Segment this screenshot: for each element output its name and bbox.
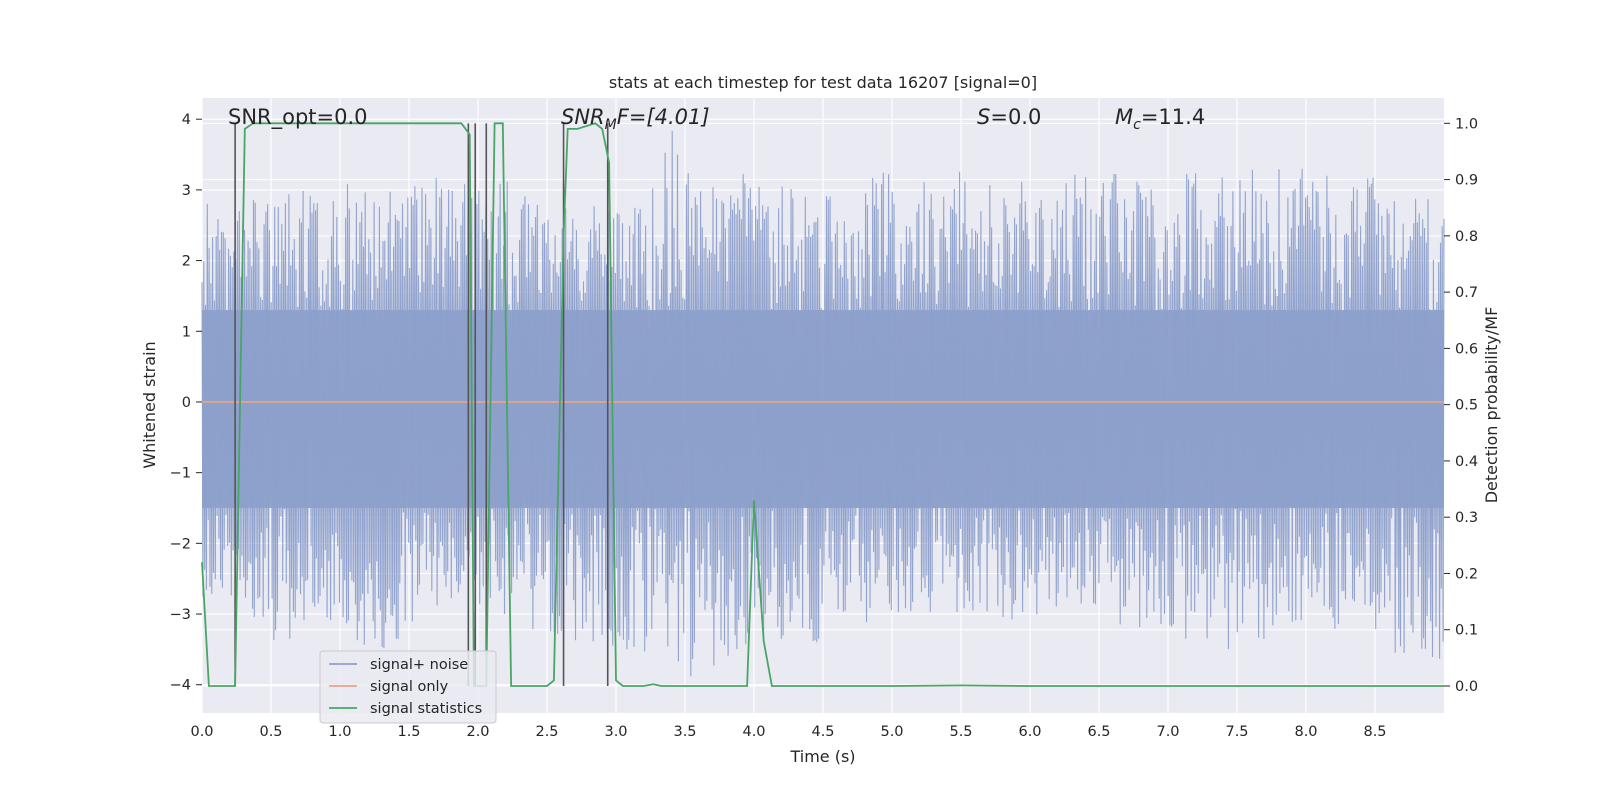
annotation-s-symbol: S [977, 105, 990, 129]
x-tick-label-0: 0.0 [190, 724, 213, 740]
annotation-mc-symbol: M [1115, 105, 1133, 129]
noise-core-band [202, 310, 1444, 508]
y-right-tick-label-2: 0.2 [1455, 566, 1478, 582]
x-tick-label-16: 8.0 [1294, 724, 1317, 740]
y-tick-label-6: 2 [182, 254, 191, 270]
x-tick-label-13: 6.5 [1087, 724, 1110, 740]
x-tick-label-14: 7.0 [1156, 724, 1179, 740]
annotation-snr-mf-value: F=[4.01] [617, 105, 710, 129]
legend-entry-signal-only: signal only [370, 679, 449, 695]
y-tick-label-0: −4 [170, 678, 191, 694]
annotation-snr-opt: SNR_opt=0.0 [228, 105, 368, 130]
annotation-s-value: =0.0 [990, 105, 1041, 129]
x-tick-label-2: 1.0 [328, 724, 351, 740]
x-tick-label-15: 7.5 [1225, 724, 1248, 740]
annotation-s: S=0.0 [977, 105, 1041, 129]
y-axis-ticks: −4 −3 −2 −1 0 1 2 3 4 [170, 112, 202, 694]
y-right-tick-label-10: 1.0 [1455, 116, 1478, 132]
legend-box [319, 650, 497, 724]
y-right-tick-label-3: 0.3 [1455, 510, 1478, 526]
x-tick-label-3: 1.5 [397, 724, 420, 740]
x-tick-label-5: 2.5 [535, 724, 558, 740]
x-tick-label-1: 0.5 [259, 724, 282, 740]
x-tick-label-10: 5.0 [880, 724, 903, 740]
annotation-snr-mf-subscript: M [605, 117, 617, 133]
annotation-snr-mf-symbol: SNR [561, 105, 605, 129]
y-right-tick-label-9: 0.9 [1455, 173, 1478, 189]
annotation-mc-subscript: c [1133, 117, 1141, 133]
y-right-tick-label-7: 0.7 [1455, 285, 1478, 301]
y-tick-label-5: 1 [182, 324, 191, 340]
y-right-tick-label-8: 0.8 [1455, 229, 1478, 245]
y-axis-right-ticks: 0.0 0.1 0.2 0.3 0.4 0.5 0.6 0.7 0.8 0.9 1.0 [1444, 116, 1478, 695]
legend-entry-statistics: signal statistics [370, 701, 482, 717]
x-axis-label: Time (s) [789, 747, 855, 766]
legend-entry-noise: signal+ noise [370, 657, 468, 673]
y-tick-label-7: 3 [182, 183, 191, 199]
annotation-snr-mf: SNRMF=[4.01] [561, 105, 710, 133]
x-tick-label-17: 8.5 [1363, 724, 1386, 740]
y-right-tick-label-0: 0.0 [1455, 679, 1478, 695]
x-tick-label-12: 6.0 [1018, 724, 1041, 740]
marker-lines [234, 123, 609, 686]
x-tick-label-9: 4.5 [811, 724, 834, 740]
legend: signal+ noise signal only signal statist… [319, 650, 497, 724]
y-right-tick-label-6: 0.6 [1455, 341, 1478, 357]
annotation-mc-value: =11.4 [1141, 105, 1205, 129]
y-axis-label: Whitened strain [140, 341, 159, 468]
y-tick-label-3: −1 [170, 466, 191, 482]
y-axis-right-label: Detection probability/MF [1482, 307, 1501, 504]
y-right-tick-label-5: 0.5 [1455, 398, 1478, 414]
x-tick-label-11: 5.5 [949, 724, 972, 740]
x-axis-ticks: 0.0 0.5 1.0 1.5 2.0 2.5 3.0 3.5 4.0 4.5 5.0 5.5 6.0 6… [190, 724, 1386, 740]
y-tick-label-4: 0 [182, 395, 191, 411]
y-right-tick-label-4: 0.4 [1455, 454, 1478, 470]
statistics-line [201, 122, 1444, 687]
x-tick-label-4: 2.0 [466, 724, 489, 740]
noise-series [201, 130, 1445, 677]
annotation-mc: Mc=11.4 [1115, 105, 1205, 133]
x-tick-label-6: 3.0 [604, 724, 627, 740]
y-tick-label-8: 4 [182, 112, 191, 128]
y-tick-label-2: −2 [170, 536, 191, 552]
x-tick-label-7: 3.5 [673, 724, 696, 740]
y-tick-label-1: −3 [170, 607, 191, 623]
chart-title: stats at each timestep for test data 162… [609, 73, 1037, 92]
statistics-series [201, 122, 1444, 687]
x-tick-label-8: 4.0 [742, 724, 765, 740]
y-right-tick-label-1: 0.1 [1455, 623, 1478, 639]
